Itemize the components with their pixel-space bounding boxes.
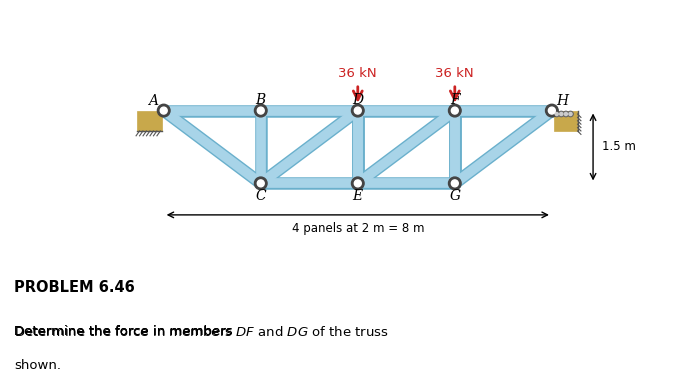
Circle shape <box>451 180 458 187</box>
Circle shape <box>448 104 461 117</box>
Circle shape <box>564 113 568 116</box>
Text: B: B <box>255 93 266 107</box>
Circle shape <box>257 107 264 114</box>
Circle shape <box>548 107 555 114</box>
Circle shape <box>158 104 170 117</box>
Circle shape <box>554 111 559 117</box>
Circle shape <box>255 104 267 117</box>
Circle shape <box>257 180 264 187</box>
Text: E: E <box>353 189 363 203</box>
Text: 1.5 m: 1.5 m <box>602 141 636 153</box>
Circle shape <box>160 107 167 114</box>
Text: H: H <box>557 94 568 108</box>
Text: A: A <box>148 94 158 108</box>
Bar <box>555 111 577 131</box>
Text: PROBLEM 6.46: PROBLEM 6.46 <box>14 280 135 295</box>
Circle shape <box>564 111 568 117</box>
Circle shape <box>545 104 558 117</box>
Circle shape <box>451 107 458 114</box>
Text: 36 kN: 36 kN <box>436 67 474 80</box>
Text: 4 panels at 2 m = 8 m: 4 panels at 2 m = 8 m <box>291 222 424 235</box>
Circle shape <box>351 104 364 117</box>
Text: Determine the force in members $\mathit{DF}$ and $\mathit{DG}$ of the truss: Determine the force in members $\mathit{… <box>14 325 389 339</box>
Text: Determine the force in members: Determine the force in members <box>14 325 237 338</box>
Circle shape <box>555 113 558 116</box>
Circle shape <box>559 111 564 117</box>
Circle shape <box>569 113 572 116</box>
Text: G: G <box>449 189 460 203</box>
Circle shape <box>255 177 267 190</box>
Bar <box>137 111 162 131</box>
Text: 36 kN: 36 kN <box>339 67 377 80</box>
Text: shown.: shown. <box>14 359 61 372</box>
Text: D: D <box>353 93 364 107</box>
Text: C: C <box>255 189 266 203</box>
Circle shape <box>560 113 563 116</box>
Circle shape <box>355 107 362 114</box>
Text: F: F <box>450 93 459 107</box>
Circle shape <box>351 177 364 190</box>
Circle shape <box>355 180 362 187</box>
Circle shape <box>448 177 461 190</box>
Circle shape <box>568 111 573 117</box>
Text: Determine the force in members: Determine the force in members <box>14 325 237 338</box>
